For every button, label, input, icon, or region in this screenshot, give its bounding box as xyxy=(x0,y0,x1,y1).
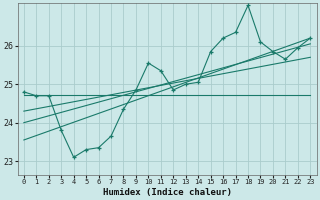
X-axis label: Humidex (Indice chaleur): Humidex (Indice chaleur) xyxy=(103,188,232,197)
